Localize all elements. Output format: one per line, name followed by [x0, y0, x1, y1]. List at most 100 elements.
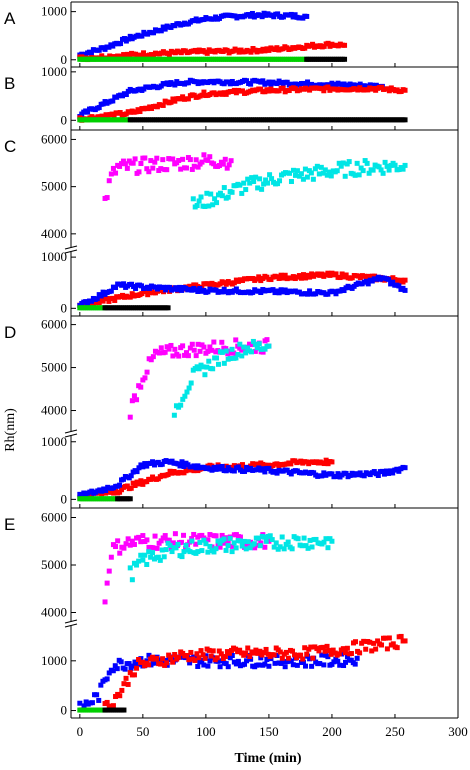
data-point — [320, 170, 326, 176]
data-point — [352, 172, 358, 178]
data-point — [189, 536, 195, 542]
data-point — [191, 347, 197, 353]
data-point — [96, 300, 102, 306]
data-point — [260, 466, 266, 472]
y-tick-label: 0 — [61, 300, 68, 315]
data-point — [258, 290, 264, 296]
y-tick-label: 0 — [61, 52, 68, 67]
data-point — [261, 650, 267, 656]
data-point — [114, 666, 120, 672]
data-point — [79, 493, 85, 499]
data-point — [340, 646, 346, 652]
data-point — [305, 545, 311, 551]
data-point — [329, 661, 335, 667]
data-point — [150, 550, 156, 556]
data-point — [199, 532, 205, 538]
x-tick-label: 100 — [196, 724, 216, 739]
data-point — [181, 549, 187, 555]
data-point — [200, 652, 206, 658]
data-point — [280, 85, 286, 91]
data-point — [131, 541, 137, 547]
data-point — [150, 354, 156, 360]
data-point — [224, 47, 230, 53]
data-point — [181, 464, 187, 470]
data-point — [231, 280, 237, 286]
data-point — [361, 473, 367, 479]
data-point — [144, 369, 150, 375]
data-point — [178, 166, 184, 172]
data-point — [264, 656, 270, 662]
data-point — [142, 461, 148, 467]
data-point — [168, 342, 174, 348]
data-point — [217, 664, 223, 670]
data-point — [241, 180, 247, 186]
data-point — [342, 173, 348, 179]
data-point — [219, 349, 225, 355]
data-point — [256, 274, 262, 280]
data-point — [257, 176, 263, 182]
data-point — [325, 84, 331, 90]
data-point — [189, 538, 195, 544]
data-point — [239, 543, 245, 549]
data-point — [94, 296, 100, 302]
data-point — [376, 164, 382, 170]
data-point — [170, 156, 176, 162]
data-point — [247, 545, 253, 551]
data-point — [378, 167, 384, 173]
data-point — [140, 464, 146, 470]
data-point — [308, 644, 314, 650]
data-point — [134, 469, 140, 475]
data-point — [255, 535, 261, 541]
data-point — [260, 78, 266, 84]
data-point — [243, 650, 249, 656]
data-point — [171, 412, 177, 418]
data-point — [192, 657, 198, 663]
data-point — [380, 170, 386, 176]
y-tick-label: 1000 — [41, 249, 67, 264]
data-point — [278, 272, 284, 278]
data-point — [402, 117, 408, 123]
axis-break-mark — [64, 619, 78, 624]
data-point — [231, 350, 237, 356]
data-point — [191, 468, 197, 474]
data-point — [124, 483, 130, 489]
data-point — [223, 468, 229, 474]
data-point — [136, 481, 142, 487]
data-point — [187, 157, 193, 163]
data-point — [294, 168, 300, 174]
data-point — [169, 549, 175, 555]
data-point — [104, 296, 110, 302]
data-point — [170, 540, 176, 546]
data-point — [166, 652, 172, 658]
data-point — [271, 14, 277, 20]
data-point — [229, 543, 235, 549]
data-point — [220, 161, 226, 167]
data-point — [373, 646, 379, 652]
data-point — [237, 341, 243, 347]
data-point — [304, 13, 310, 19]
data-point — [154, 545, 160, 551]
data-point — [303, 543, 309, 549]
data-point — [158, 345, 164, 351]
data-point — [193, 353, 199, 359]
data-point — [216, 648, 222, 654]
axis-break-mark — [64, 249, 78, 254]
data-point — [194, 651, 200, 657]
data-point — [131, 393, 137, 399]
data-point — [168, 99, 174, 105]
data-point — [197, 539, 203, 545]
data-point — [142, 552, 148, 558]
data-point — [366, 170, 372, 176]
data-point — [307, 288, 313, 294]
data-point — [223, 348, 229, 354]
data-point — [298, 275, 304, 281]
data-point — [139, 283, 145, 289]
data-point — [255, 185, 261, 191]
data-point — [329, 459, 335, 465]
data-point — [180, 343, 186, 349]
data-point — [115, 538, 121, 544]
data-point — [94, 692, 100, 698]
data-point — [279, 534, 285, 540]
data-point — [277, 544, 283, 550]
data-point — [142, 155, 148, 161]
